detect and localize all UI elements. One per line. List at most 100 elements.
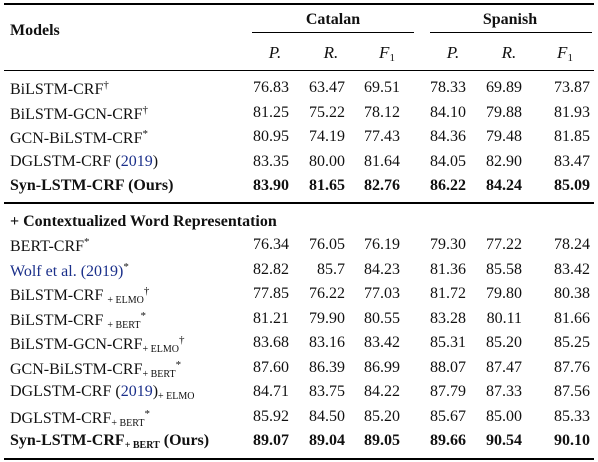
section-contextualized: + Contextualized Word Representation [10,213,277,230]
table-cell: 83.68 [253,334,289,351]
table-cell: 83.16 [309,334,345,351]
table-cell: 74.19 [309,128,345,145]
table-cell: 85.92 [253,407,289,425]
model-name: DGLSTM-CRF (2019) [10,153,158,171]
table-cell: 85.20 [364,407,400,425]
model-name: BiLSTM-GCN-CRF+ ELMO† [10,334,184,355]
model-name-text: BiLSTM-CRF [10,81,104,98]
table-cell: 87.76 [554,358,590,376]
model-name-text: GCN-BiLSTM-CRF [10,130,143,147]
table-cell: 76.83 [253,79,289,96]
metric-precision-catalan: P. [268,43,282,62]
table-row: Wolf et al. (2019)* 82.82 85.7 84.23 81.36 85… [0,258,598,280]
table-row: GCN-BiLSTM-CRF* 80.95 74.19 77.43 84.36 79.48… [0,125,598,147]
table-cell: 83.47 [554,152,590,170]
model-name: Syn-LSTM-CRF (Ours) [10,177,173,195]
table-cell: 85.33 [554,407,590,425]
table-cell: 77.43 [364,128,400,145]
metric-recall-catalan: R. [323,43,339,62]
table-cell: 89.04 [309,432,345,449]
model-subscript: + ELMO [158,391,195,402]
citation-link: 2019 [120,383,153,400]
table-cell: 89.66 [430,432,466,449]
model-name-text: Syn-LSTM-CRF [10,432,125,449]
table-cell: 87.56 [554,383,590,400]
table-cell: 85.20 [486,334,522,351]
model-name: GCN-BiLSTM-CRF+ BERT* [10,359,181,380]
table-row: BERT-CRF* 76.34 76.05 76.19 79.30 77.22 78.24 [0,233,598,255]
table-cell: 85.25 [554,334,590,351]
model-name: Syn-LSTM-CRF+ BERT (Ours) [10,432,209,451]
table-cell: 85.31 [430,334,466,351]
metric-f-label: F [557,43,568,62]
top-rule [4,3,594,5]
table-cell: 89.07 [253,432,289,449]
table-cell: 87.47 [486,358,522,376]
model-name-tail: ) [152,383,159,400]
model-name: DGLSTM-CRF+ BERT* [10,408,150,429]
model-superscript: * [84,236,90,248]
table-cell: 75.22 [309,103,345,121]
model-subscript: + BERT [107,319,141,331]
model-name-text: DGLSTM-CRF ( [10,152,121,170]
table-row: BiLSTM-CRF† 76.83 63.47 69.51 78.33 69.89 73.8… [0,76,598,98]
table-cell: 77.03 [364,285,400,302]
table-row: GCN-BiLSTM-CRF+ BERT* 87.60 86.39 86.99 88.0… [0,356,598,380]
table-cell: 76.19 [364,236,400,253]
model-subscript: + ELMO [142,344,179,355]
table-cell: 84.71 [253,383,289,400]
model-subscript: + BERT [124,440,160,451]
citation-link: 2019 [120,152,153,170]
table-cell: 81.65 [309,177,345,194]
spanish-cmidrule [430,32,592,33]
table-cell: 83.75 [309,383,345,400]
table-cell: 85.58 [486,260,522,278]
table-cell: 83.90 [253,177,289,194]
catalan-header: Catalan [305,11,361,28]
metric-precision-spanish: P. [446,43,460,62]
table-cell: 84.23 [364,260,400,278]
metric-recall-spanish: R. [501,43,517,62]
catalan-cmidrule [252,32,414,33]
table-cell: 86.22 [430,177,466,194]
model-name: BiLSTM-GCN-CRF† [10,104,148,124]
model-name-text: BiLSTM-GCN-CRF [10,336,143,353]
metric-f-sub: 1 [567,52,573,64]
table-cell: 88.07 [430,358,466,376]
model-name-text: Syn-LSTM-CRF (Ours) [10,177,174,194]
table-cell: 77.85 [253,285,289,302]
model-superscript: † [103,79,109,91]
table-cell: 77.22 [486,236,522,253]
table-cell: 63.47 [309,79,345,96]
table-cell: 86.99 [364,358,400,376]
model-subscript: + BERT [142,368,176,380]
model-name-text: DGLSTM-CRF ( [10,383,121,400]
table-row: DGLSTM-CRF+ BERT* 85.92 84.50 85.20 85.67 85.… [0,405,598,429]
model-subscript: + ELMO [107,295,144,306]
table-cell: 79.88 [486,103,522,121]
table-cell: 69.51 [364,79,400,96]
table-cell: 87.33 [486,383,522,400]
model-name-text: BiLSTM-CRF [10,311,108,329]
table-cell: 84.36 [430,128,466,145]
table-cell: 85.00 [486,407,522,425]
bottom-rule [4,458,594,460]
table-cell: 90.10 [554,432,590,449]
table-cell: 81.85 [554,128,590,145]
metric-f1-spanish: F1 [535,43,595,64]
table-cell: 79.30 [430,236,466,253]
table-cell: 82.76 [364,177,400,194]
spanish-header: Spanish [482,11,538,28]
table-cell: 78.24 [554,236,590,253]
model-superscript: * [142,128,148,140]
table-cell: 80.38 [554,285,590,302]
model-superscript: † [143,285,150,297]
table-cell: 80.55 [364,309,400,327]
table-cell: 81.64 [364,152,400,170]
model-subscript: + BERT [111,417,145,429]
table-cell: 82.90 [486,152,522,170]
table-cell: 83.35 [253,152,289,170]
table-cell: 80.95 [253,128,289,145]
model-name-text: BERT-CRF [10,238,85,255]
table-cell: 87.79 [430,383,466,400]
